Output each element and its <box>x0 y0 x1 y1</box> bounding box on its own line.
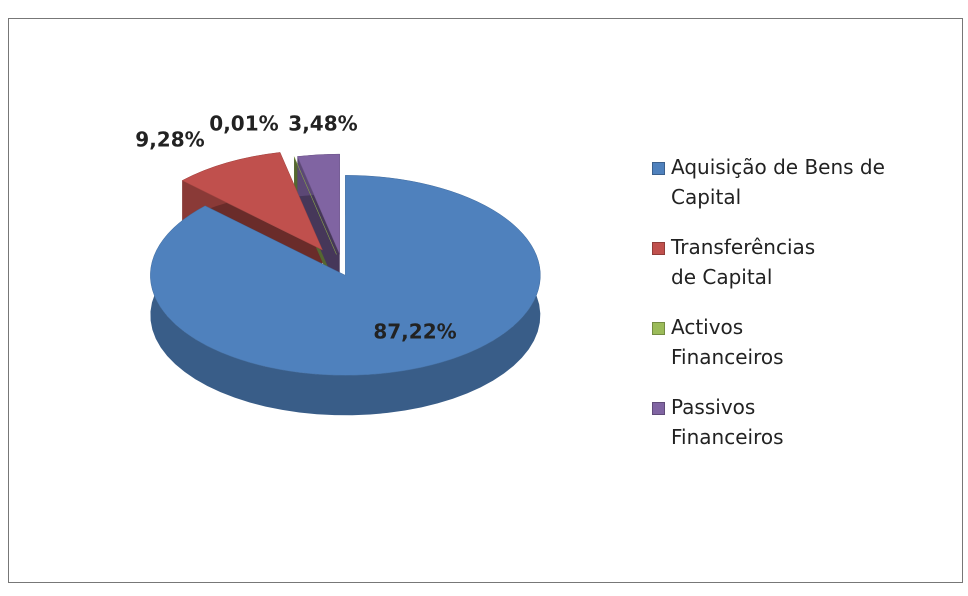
legend-swatch <box>652 322 665 335</box>
data-label: 3,48% <box>288 112 357 136</box>
pie-slice <box>150 175 541 376</box>
pie-slice <box>181 152 323 251</box>
legend-label: Activos Financeiros <box>671 315 784 369</box>
data-label: 87,22% <box>373 320 456 344</box>
legend-swatch <box>652 402 665 415</box>
data-label: 0,01% <box>209 112 278 136</box>
legend-label: Aquisição de Bens de Capital <box>671 155 885 209</box>
data-label: 9,28% <box>135 128 204 152</box>
chart-frame <box>8 18 963 583</box>
legend-label: Transferências de Capital <box>671 235 816 289</box>
pie-slice <box>293 156 337 255</box>
legend-item: Activos Financeiros <box>652 312 784 372</box>
legend-label: Passivos Financeiros <box>671 395 784 449</box>
legend-swatch <box>652 162 665 175</box>
legend-item: Passivos Financeiros <box>652 392 784 452</box>
legend-item: Transferências de Capital <box>652 232 815 292</box>
pie-slice <box>297 153 340 255</box>
legend-swatch <box>652 242 665 255</box>
legend-item: Aquisição de Bens de Capital <box>652 152 911 212</box>
